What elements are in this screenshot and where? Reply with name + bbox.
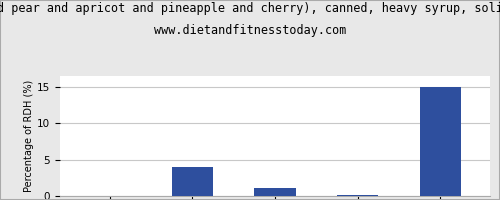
Bar [420,87,461,196]
Text: www.dietandfitnesstoday.com: www.dietandfitnesstoday.com [154,24,346,37]
Text: d pear and apricot and pineapple and cherry), canned, heavy syrup, soli: d pear and apricot and pineapple and che… [0,2,500,15]
Bar [172,167,213,196]
Y-axis label: Percentage of RDH (%): Percentage of RDH (%) [24,80,34,192]
Bar [337,195,378,196]
Bar [254,188,296,196]
